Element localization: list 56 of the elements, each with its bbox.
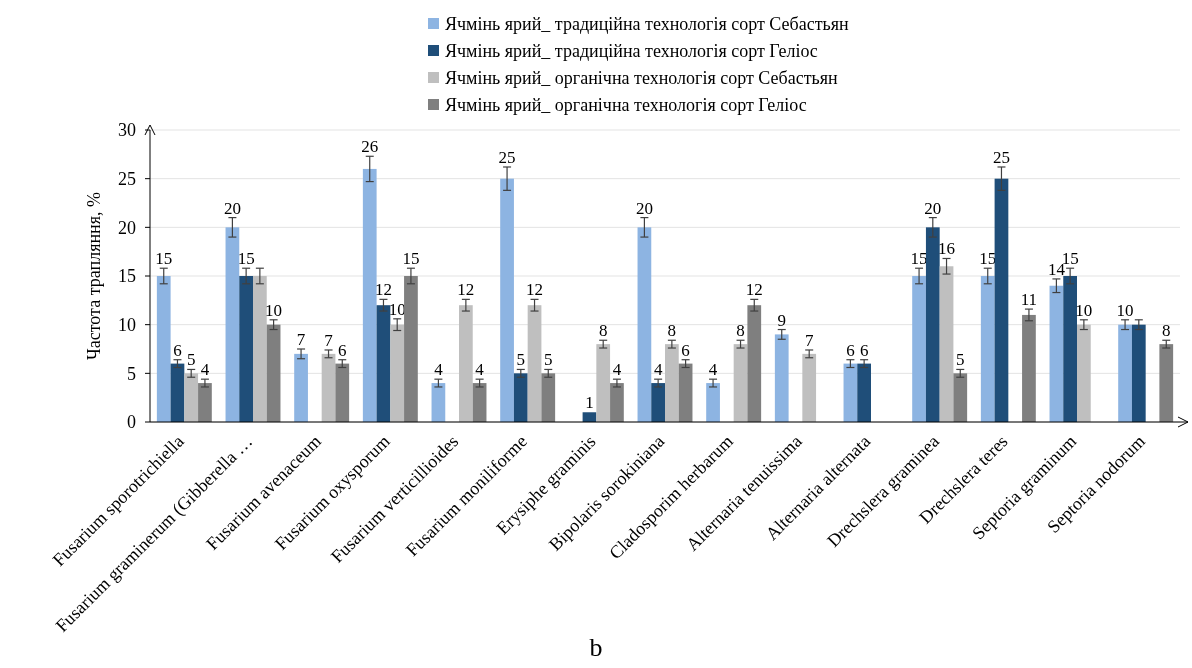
data-label: 8 (598, 321, 608, 341)
data-label: 8 (736, 321, 745, 341)
data-label: 20 (635, 198, 653, 218)
y-tick-label: 25 (118, 168, 136, 189)
y-tick-label: 5 (127, 363, 136, 384)
data-label: 7 (324, 330, 334, 350)
y-tick-label: 10 (118, 314, 136, 335)
legend-label: Ячмінь ярий_ традиційна технологія сорт Себастьян (445, 14, 850, 35)
legend-label: Ячмінь ярий_ органічна технологія сорт Геліос (445, 95, 807, 116)
data-label: 25 (498, 147, 516, 167)
data-label: 7 (296, 330, 306, 349)
data-label: 8 (1162, 321, 1171, 341)
data-label: 4 (475, 360, 485, 380)
data-label: 11 (1020, 290, 1038, 310)
data-label: 6 (173, 340, 182, 360)
data-label: 12 (526, 280, 544, 300)
y-tick-label: 20 (118, 217, 136, 238)
data-label: 26 (361, 137, 379, 157)
data-label: 8 (667, 321, 677, 341)
data-label: 5 (186, 350, 196, 370)
data-label: 5 (544, 350, 553, 370)
legend-label: Ячмінь ярий_ традиційна технологія сорт Геліос (445, 41, 818, 62)
data-label: 15 (155, 249, 173, 269)
y-tick-label: 0 (127, 412, 136, 433)
data-label: 12 (745, 280, 763, 300)
data-label: 10 (1116, 300, 1134, 320)
data-label: 15 (979, 249, 997, 269)
data-label: 4 (612, 360, 622, 380)
data-label: 4 (708, 360, 718, 380)
y-tick-label: 15 (118, 266, 136, 287)
data-label: 6 (338, 340, 347, 360)
data-label: 1 (585, 393, 594, 413)
legend-label: Ячмінь ярий_ органічна технологія сорт Себастьян (445, 68, 838, 89)
data-label: 6 (681, 340, 690, 360)
data-label: 5 (956, 350, 965, 370)
data-label: 7 (804, 330, 814, 350)
data-label: 20 (223, 198, 241, 218)
data-label: 4 (200, 360, 210, 380)
data-label: 15 (237, 249, 255, 269)
data-label: 4 (434, 360, 444, 380)
data-label: 20 (924, 198, 942, 218)
y-axis-title: Частота трапляння, % (84, 192, 104, 360)
data-label: 12 (374, 280, 392, 300)
data-label: 25 (992, 147, 1010, 167)
data-label: 15 (402, 249, 420, 269)
data-label: 10 (1075, 300, 1093, 320)
data-label: 4 (653, 360, 663, 380)
data-label: 12 (457, 280, 475, 300)
data-label: 9 (777, 310, 786, 330)
data-label: 6 (846, 340, 855, 360)
y-tick-label: 30 (118, 120, 136, 141)
data-label: 10 (388, 299, 406, 319)
text: b (589, 633, 603, 662)
data-label: 10 (265, 300, 283, 320)
data-label: 6 (859, 340, 869, 360)
data-label: 5 (516, 350, 526, 370)
